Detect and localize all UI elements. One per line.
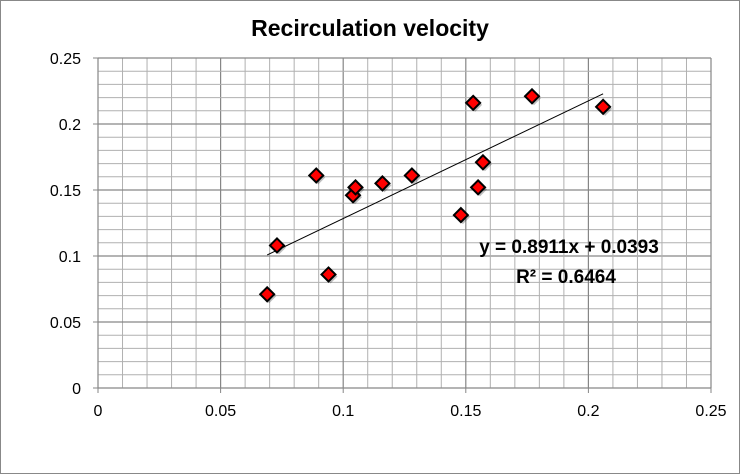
data-point	[594, 98, 612, 116]
data-point	[258, 285, 276, 303]
x-tick-label: 0.15	[450, 403, 481, 420]
y-tick-label: 0.15	[50, 183, 81, 200]
data-point	[268, 237, 286, 254]
y-tick-label: 0	[72, 381, 81, 398]
data-point	[523, 87, 541, 105]
data-point	[474, 153, 492, 171]
y-tick-label: 0.1	[59, 249, 81, 266]
data-point	[347, 178, 364, 196]
trendline-equation: y = 0.8911x + 0.0393	[479, 237, 659, 258]
x-tick-label: 0	[94, 403, 103, 420]
data-point	[464, 94, 482, 112]
data-point	[452, 206, 470, 224]
y-tick-label: 0.25	[50, 51, 81, 68]
data-point	[403, 167, 421, 184]
trendline	[266, 93, 604, 256]
data-point	[374, 174, 391, 192]
x-tick-label: 0.2	[577, 403, 599, 420]
y-tick-label: 0.05	[50, 315, 81, 332]
x-tick-label: 0.1	[332, 403, 354, 420]
chart-title: Recirculation velocity	[251, 15, 489, 41]
data-point	[469, 178, 487, 196]
x-tick-label: 0.05	[205, 403, 236, 420]
x-tick-label: 0.25	[695, 403, 726, 420]
data-point	[307, 167, 325, 184]
data-point	[320, 266, 337, 283]
r-squared-label: R² = 0.6464	[516, 267, 616, 288]
y-tick-label: 0.2	[59, 117, 81, 134]
